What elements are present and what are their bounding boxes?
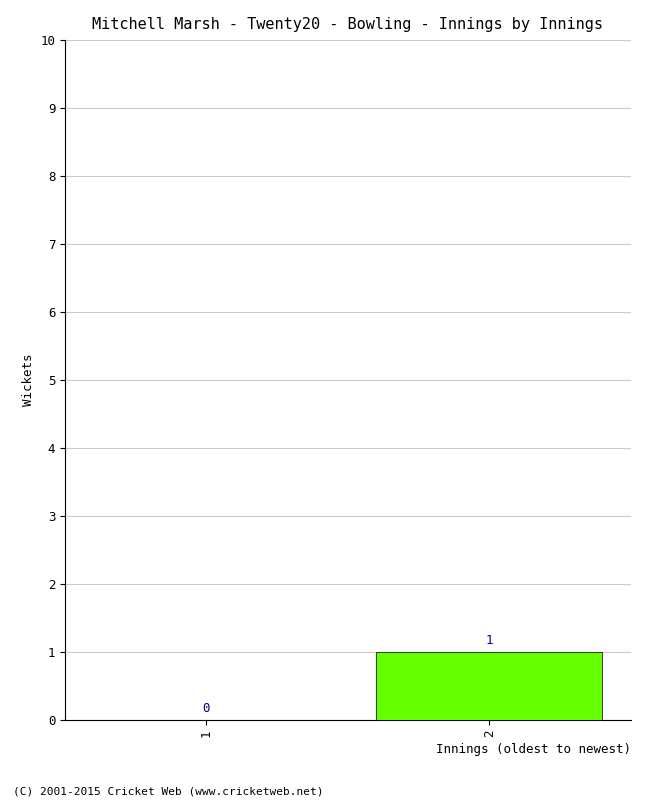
Title: Mitchell Marsh - Twenty20 - Bowling - Innings by Innings: Mitchell Marsh - Twenty20 - Bowling - In…: [92, 17, 603, 32]
Text: 1: 1: [486, 634, 493, 646]
Text: 0: 0: [203, 702, 210, 714]
Bar: [376, 652, 603, 720]
Text: (C) 2001-2015 Cricket Web (www.cricketweb.net): (C) 2001-2015 Cricket Web (www.cricketwe…: [13, 786, 324, 796]
Y-axis label: Wickets: Wickets: [21, 354, 34, 406]
X-axis label: Innings (oldest to newest): Innings (oldest to newest): [436, 742, 630, 756]
